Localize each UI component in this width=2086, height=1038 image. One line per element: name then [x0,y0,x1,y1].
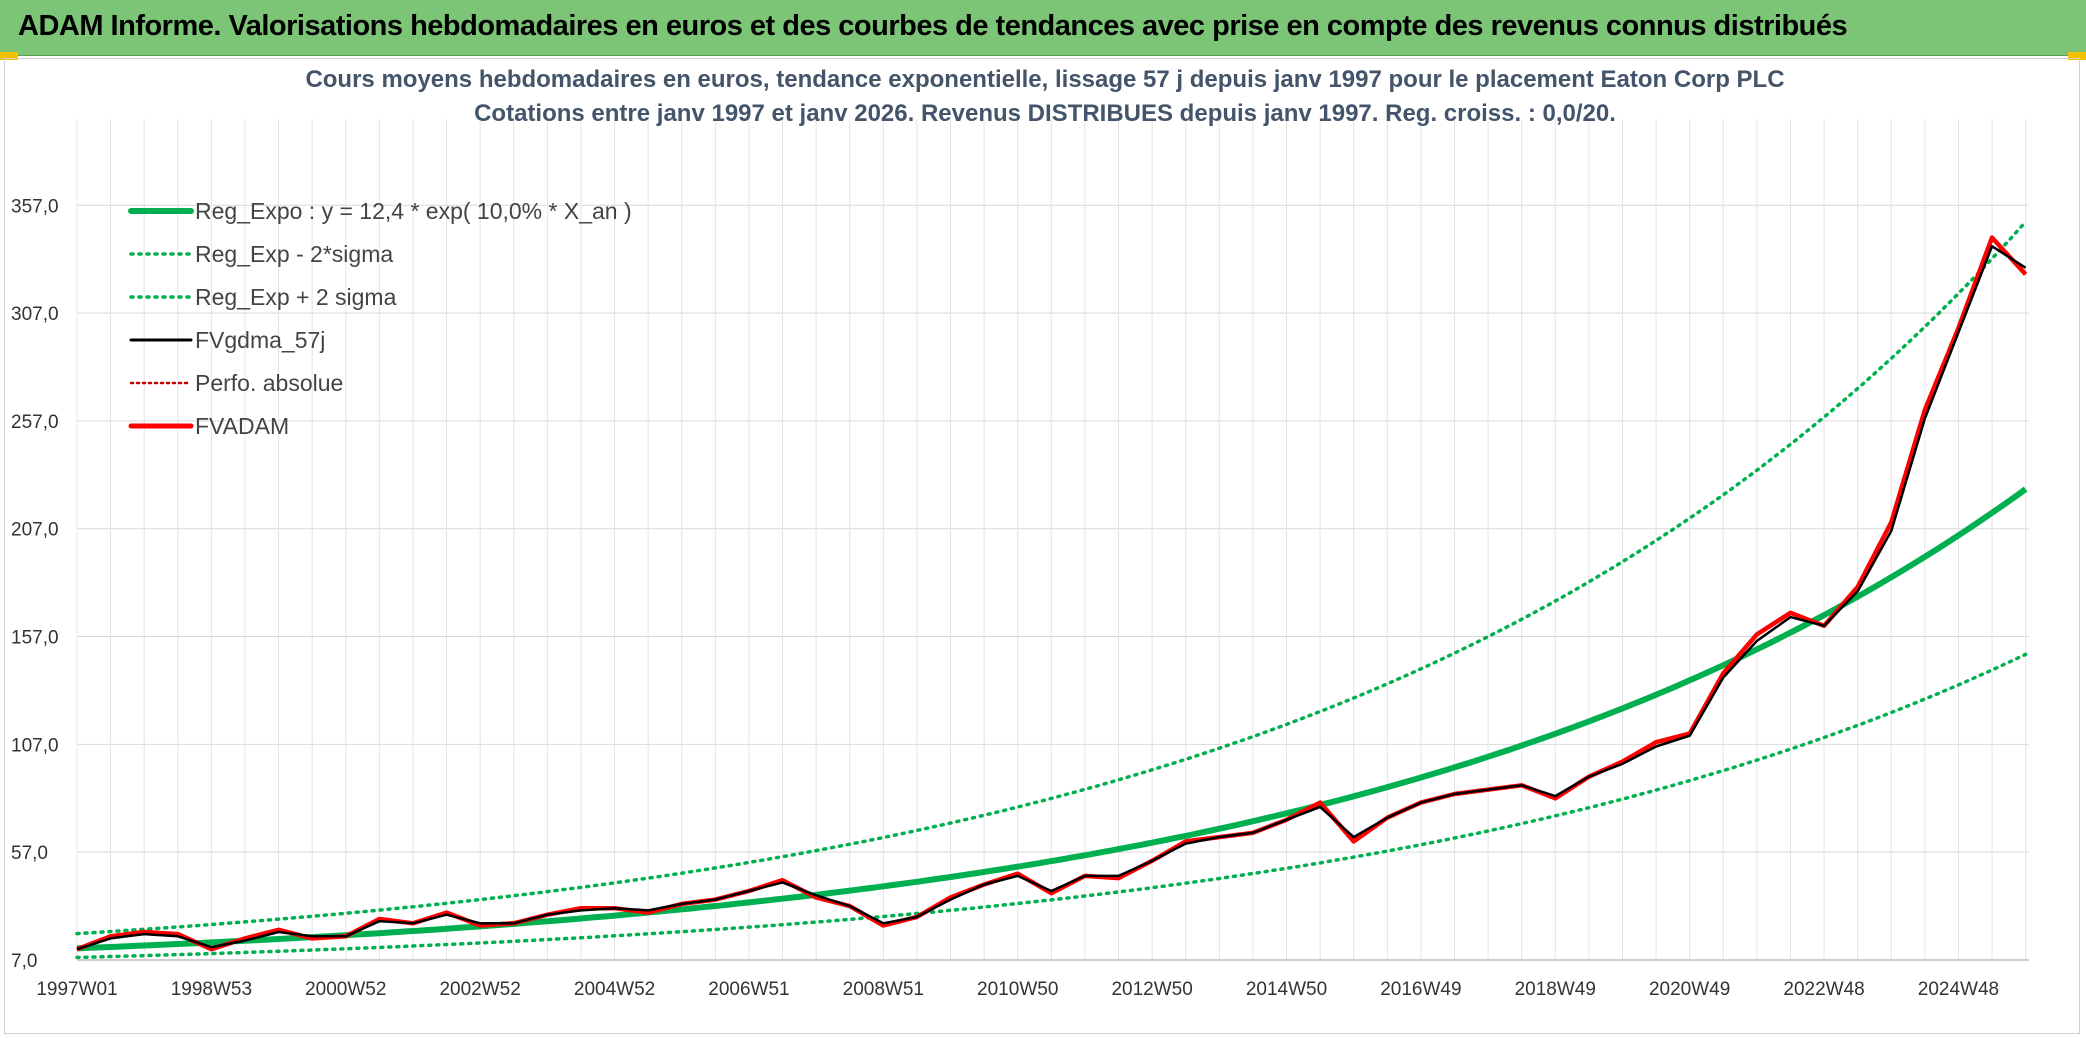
x-tick-label: 2008W51 [843,979,924,1000]
y-tick-label: 357,0 [11,196,59,217]
x-tick-label: 1997W01 [36,979,117,1000]
banner-title: ADAM Informe. Valorisations hebdomadaire… [18,10,1848,42]
x-tick-label: 2024W48 [1918,979,1999,1000]
x-tick-label: 2022W48 [1783,979,1864,1000]
legend-label: Reg_Exp - 2*sigma [195,241,393,267]
legend: Reg_Expo : y = 12,4 * exp( 10,0% * X_an … [128,198,632,439]
y-tick-label: 207,0 [11,520,59,541]
y-tick-label: 57,0 [11,843,48,864]
series-reg-exp-plus-2-sigma [75,220,2028,936]
x-tick-label: 2004W52 [574,979,655,1000]
x-tick-label: 2000W52 [305,979,386,1000]
series-fvgdma-57j [76,244,2027,951]
series-reg-expo [76,486,2028,952]
x-tick-label: 2020W49 [1649,979,1730,1000]
x-tick-label: 2014W50 [1246,979,1327,1000]
x-tick-label: 2006W51 [708,979,789,1000]
corner-accent-left [0,52,18,60]
y-tick-label: 257,0 [11,412,59,433]
y-axis-ticks: 7,0 57,0 107,0 157,0 207,0 257,0 307,0 357,0 [11,196,59,972]
banner: ADAM Informe. Valorisations hebdomadaire… [0,0,2086,56]
x-tick-label: 2010W50 [977,979,1058,1000]
series-reg-exp-minus-2-sigma [75,652,2028,960]
chart-svg: Cours moyens hebdomadaires en euros, ten… [11,66,2029,1000]
x-axis-ticks: 1997W01 1998W53 2000W52 2002W52 2004W52 2006W… [36,979,1999,1000]
legend-label: Reg_Exp + 2 sigma [195,284,397,310]
x-tick-label: 2018W49 [1515,979,1596,1000]
y-tick-label: 157,0 [11,628,59,649]
x-tick-label: 2016W49 [1380,979,1461,1000]
x-tick-label: 2002W52 [439,979,520,1000]
legend-label: FVgdma_57j [195,327,325,353]
legend-label: Perfo. absolue [195,370,343,396]
chart-title: Cours moyens hebdomadaires en euros, ten… [305,66,1784,127]
series-lines [75,220,2028,960]
y-tick-label: 7,0 [11,951,37,972]
chart-area: Cours moyens hebdomadaires en euros, ten… [4,58,2080,1034]
x-tick-label: 1998W53 [171,979,252,1000]
chart-title-line-1: Cours moyens hebdomadaires en euros, ten… [305,66,1784,93]
corner-accent-right [2068,52,2086,60]
y-tick-label: 307,0 [11,304,59,325]
x-tick-label: 2012W50 [1111,979,1192,1000]
chart-title-line-2: Cotations entre janv 1997 et janv 2026. … [474,100,1616,127]
gridlines [76,119,2029,961]
y-tick-label: 107,0 [11,735,59,756]
legend-label: Reg_Expo : y = 12,4 * exp( 10,0% * X_an … [195,198,632,224]
legend-label: FVADAM [195,413,289,439]
